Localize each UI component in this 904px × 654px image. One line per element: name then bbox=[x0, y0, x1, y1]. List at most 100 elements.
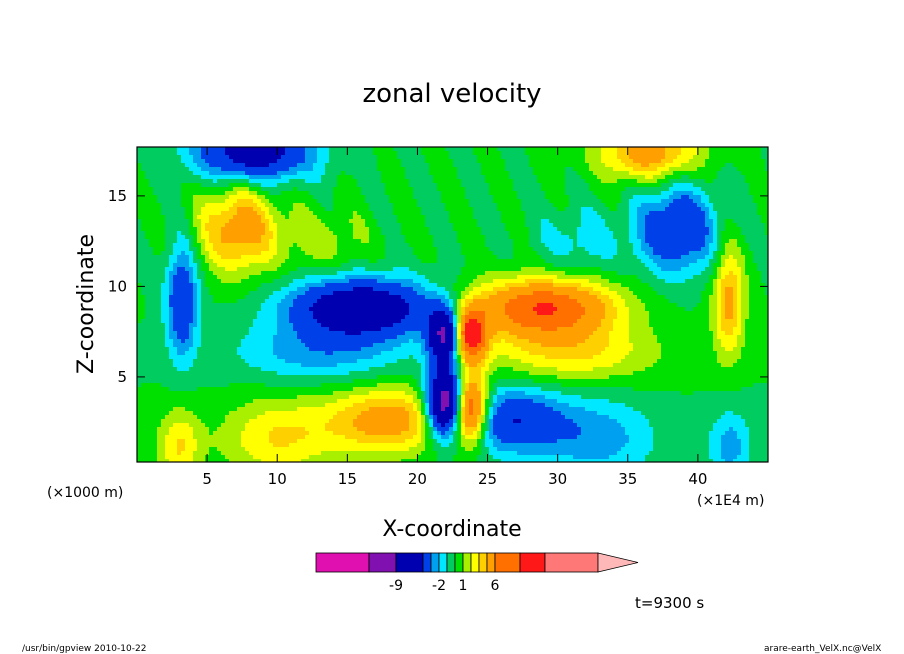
field-cell bbox=[185, 159, 190, 164]
field-cell bbox=[361, 203, 366, 208]
field-cell bbox=[309, 183, 314, 188]
field-cell bbox=[373, 159, 378, 164]
field-cell bbox=[541, 199, 546, 204]
field-cell bbox=[357, 187, 362, 192]
field-cell bbox=[269, 191, 274, 196]
field-cell bbox=[573, 159, 578, 164]
field-cell bbox=[669, 215, 674, 220]
field-cell bbox=[417, 187, 422, 192]
field-cell bbox=[621, 195, 626, 200]
field-cell bbox=[457, 255, 462, 260]
field-cell bbox=[453, 203, 458, 208]
field-cell bbox=[653, 215, 658, 220]
field-cell bbox=[709, 211, 714, 216]
field-cell bbox=[305, 191, 310, 196]
field-cell bbox=[713, 239, 718, 244]
field-cell bbox=[321, 243, 326, 248]
field-cell bbox=[221, 183, 226, 188]
field-cell bbox=[377, 199, 382, 204]
field-cell bbox=[297, 183, 302, 188]
field-cell bbox=[265, 179, 270, 184]
field-cell bbox=[369, 259, 374, 264]
field-cell bbox=[353, 187, 358, 192]
field-cell bbox=[329, 259, 334, 264]
field-cell bbox=[385, 235, 390, 240]
field-cell bbox=[277, 263, 282, 268]
field-cell bbox=[145, 175, 150, 180]
field-cell bbox=[353, 259, 358, 264]
field-cell bbox=[185, 239, 190, 244]
field-cell bbox=[197, 255, 202, 260]
field-cell bbox=[141, 231, 146, 236]
field-cell bbox=[265, 247, 270, 252]
field-cell bbox=[645, 235, 650, 240]
field-cell bbox=[577, 167, 582, 172]
field-cell bbox=[293, 211, 298, 216]
field-cell bbox=[601, 155, 606, 160]
field-cell bbox=[529, 151, 534, 156]
field-cell bbox=[245, 171, 250, 176]
field-cell bbox=[353, 163, 358, 168]
field-cell bbox=[445, 215, 450, 220]
field-cell bbox=[421, 203, 426, 208]
field-cell bbox=[257, 231, 262, 236]
field-cell bbox=[153, 227, 158, 232]
field-cell bbox=[201, 235, 206, 240]
field-cell bbox=[185, 171, 190, 176]
field-cell bbox=[737, 243, 742, 248]
field-cell bbox=[297, 223, 302, 228]
field-cell bbox=[397, 243, 402, 248]
field-cell bbox=[397, 195, 402, 200]
field-cell bbox=[677, 219, 682, 224]
field-cell bbox=[665, 235, 670, 240]
field-cell bbox=[329, 187, 334, 192]
field-cell bbox=[505, 207, 510, 212]
field-cell bbox=[477, 191, 482, 196]
field-cell bbox=[397, 239, 402, 244]
field-cell bbox=[141, 219, 146, 224]
field-cell bbox=[757, 231, 762, 236]
field-cell bbox=[593, 259, 598, 264]
field-cell bbox=[193, 267, 198, 272]
field-cell bbox=[153, 219, 158, 224]
field-cell bbox=[685, 195, 690, 200]
field-cell bbox=[249, 187, 254, 192]
field-cell bbox=[481, 211, 486, 216]
field-cell bbox=[417, 231, 422, 236]
field-cell bbox=[457, 251, 462, 256]
field-cell bbox=[293, 239, 298, 244]
field-cell bbox=[245, 251, 250, 256]
field-cell bbox=[281, 159, 286, 164]
field-cell bbox=[205, 167, 210, 172]
field-cell bbox=[241, 191, 246, 196]
field-cell bbox=[301, 191, 306, 196]
field-cell bbox=[645, 219, 650, 224]
field-cell bbox=[265, 243, 270, 248]
field-cell bbox=[485, 199, 490, 204]
field-cell bbox=[281, 219, 286, 224]
field-cell bbox=[553, 147, 558, 152]
field-cell bbox=[521, 187, 526, 192]
field-cell bbox=[649, 203, 654, 208]
field-cell bbox=[173, 207, 178, 212]
field-cell bbox=[537, 259, 542, 264]
field-cell bbox=[353, 159, 358, 164]
field-cell bbox=[413, 207, 418, 212]
field-cell bbox=[725, 215, 730, 220]
field-cell bbox=[377, 219, 382, 224]
field-cell bbox=[305, 171, 310, 176]
field-cell bbox=[669, 231, 674, 236]
field-cell bbox=[741, 171, 746, 176]
field-cell bbox=[333, 247, 338, 252]
field-cell bbox=[225, 267, 230, 272]
field-cell bbox=[161, 219, 166, 224]
field-cell bbox=[757, 227, 762, 232]
field-cell bbox=[345, 191, 350, 196]
field-cell bbox=[733, 163, 738, 168]
field-cell bbox=[525, 207, 530, 212]
field-cell bbox=[633, 231, 638, 236]
field-cell bbox=[581, 163, 586, 168]
field-cell bbox=[569, 263, 574, 268]
field-cell bbox=[489, 211, 494, 216]
field-cell bbox=[193, 223, 198, 228]
